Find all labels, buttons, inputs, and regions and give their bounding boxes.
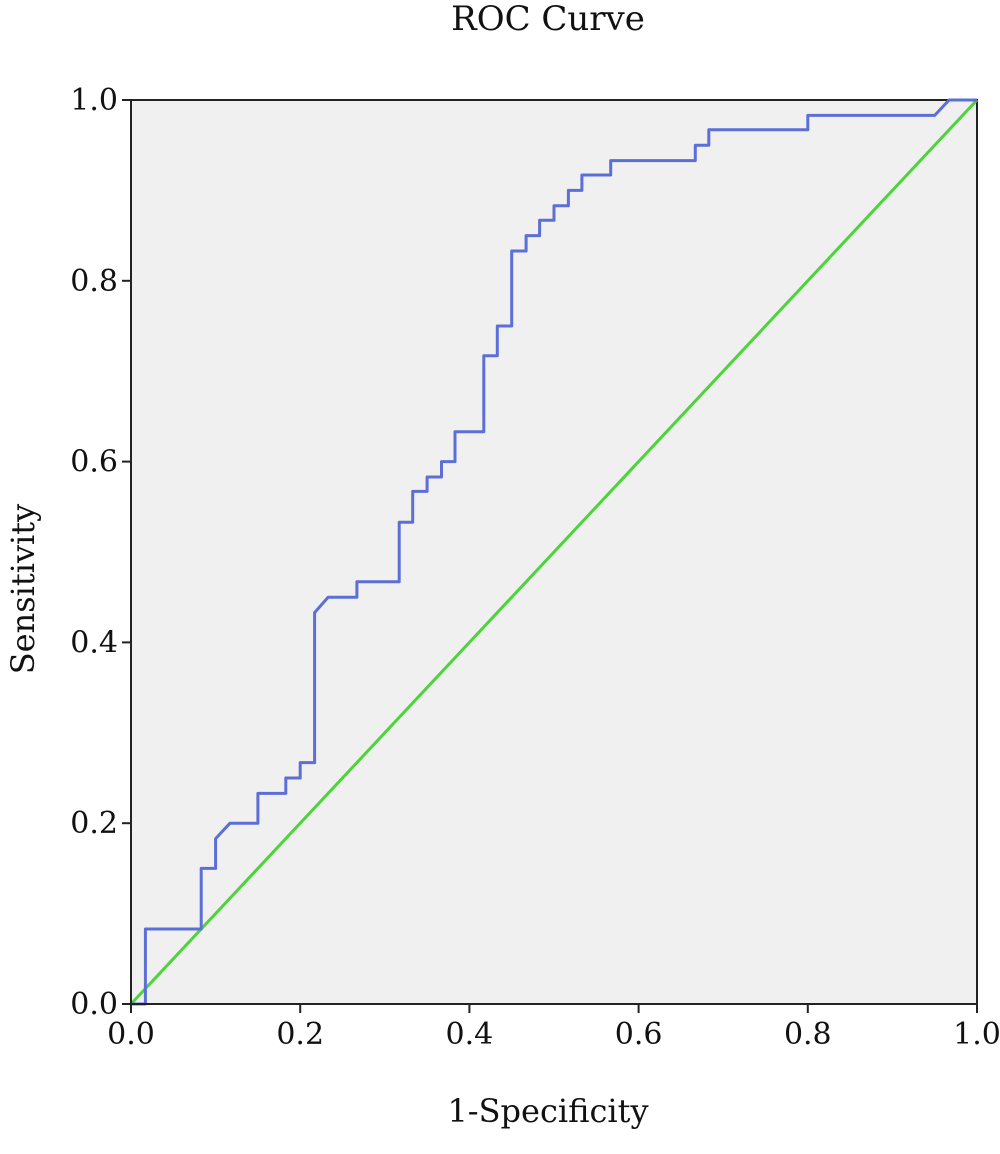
x-tick-label: 0.0 (107, 1017, 155, 1052)
y-tick-label: 0.8 (70, 264, 118, 299)
y-tick-label: 0.0 (70, 987, 118, 1022)
x-tick-label: 1.0 (953, 1017, 1000, 1052)
y-axis-title: Sensitivity (4, 504, 42, 674)
y-tick-label: 0.2 (70, 806, 118, 841)
x-tick-label: 0.2 (276, 1017, 324, 1052)
x-tick-label: 0.8 (784, 1017, 832, 1052)
x-tick-label: 0.6 (615, 1017, 663, 1052)
reference-diagonal-line (129, 98, 979, 1006)
axes-layer: 0.0 0.2 0.4 0.6 0.8 1.0 0.0 0.2 0.4 0.6 0.8 1.0 (70, 83, 1000, 1052)
x-axis-title: 1-Specificity (447, 1092, 648, 1130)
chart-title: ROC Curve (451, 0, 645, 39)
x-tick-label: 0.4 (446, 1017, 494, 1052)
series-layer (129, 98, 979, 1006)
roc-curve-line (131, 98, 977, 1006)
y-tick-label: 0.4 (70, 625, 118, 660)
y-tick-label: 0.6 (70, 445, 118, 480)
y-tick-label: 1.0 (70, 83, 118, 118)
